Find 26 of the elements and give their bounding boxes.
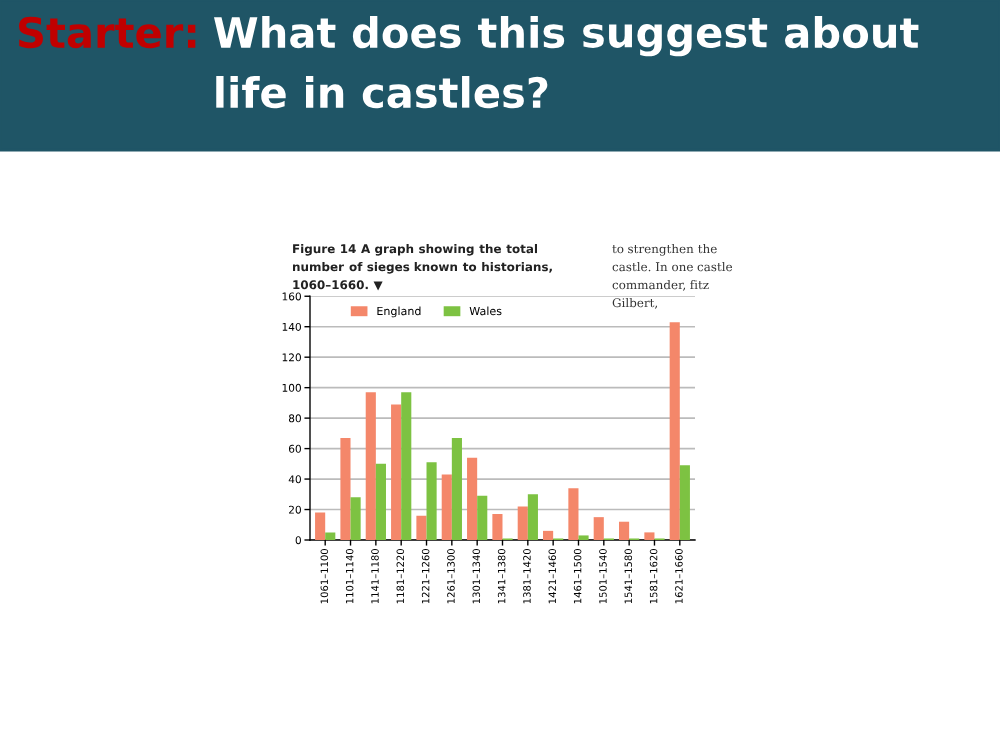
bar [340, 437, 351, 540]
bar [679, 465, 690, 540]
bar [492, 514, 503, 540]
bar [416, 515, 427, 540]
bar [527, 494, 538, 540]
bar [451, 437, 462, 540]
bar [391, 404, 402, 540]
bar [315, 512, 326, 540]
bar [644, 532, 655, 540]
bar [426, 462, 437, 540]
bar [375, 463, 386, 540]
bar [477, 495, 488, 540]
bar [619, 521, 630, 540]
bar [325, 532, 336, 540]
bar [517, 506, 528, 540]
text: What does this suggest about life in castles? [213, 16, 919, 109]
bar [467, 457, 478, 540]
bar [365, 392, 376, 540]
bar [593, 517, 604, 540]
bar [669, 322, 680, 540]
bar [543, 530, 554, 540]
bar [401, 392, 412, 540]
bar [350, 497, 361, 540]
chart-title: Starter: [18, 16, 196, 49]
bar [441, 474, 452, 540]
bar [568, 488, 579, 540]
